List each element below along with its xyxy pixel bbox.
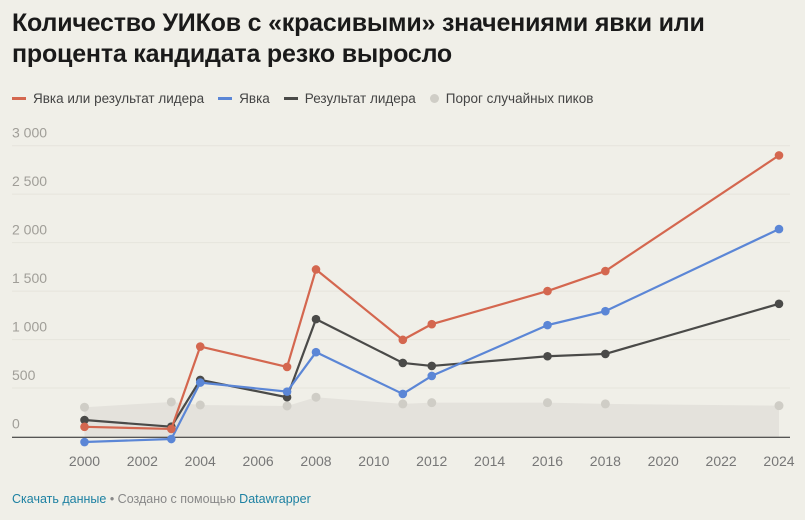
- y-tick-label: 3 000: [12, 125, 47, 141]
- threshold-point: [543, 398, 552, 408]
- threshold-point: [282, 401, 292, 411]
- x-tick-label: 2010: [358, 453, 389, 469]
- legend-swatch: [12, 97, 26, 100]
- legend-swatch: [429, 94, 439, 103]
- x-tick-label: 2024: [763, 453, 794, 469]
- y-tick-label: 2 000: [12, 222, 47, 238]
- x-tick-label: 2008: [300, 453, 331, 469]
- x-tick-label: 2000: [69, 453, 100, 469]
- datawrapper-link[interactable]: Datawrapper: [239, 492, 311, 506]
- data-point: [601, 349, 610, 359]
- threshold-point: [195, 400, 205, 410]
- threshold-point: [427, 398, 437, 408]
- data-point: [167, 434, 176, 444]
- y-tick-label: 1 500: [12, 270, 47, 286]
- x-tick-label: 2014: [474, 453, 505, 469]
- legend-item: Явка: [218, 91, 270, 106]
- data-point: [774, 151, 784, 160]
- y-tick-label: 2 500: [12, 173, 47, 189]
- x-tick-label: 2018: [590, 453, 621, 469]
- data-point: [311, 347, 321, 357]
- x-tick-label: 2022: [706, 453, 737, 469]
- chart-title: Количество УИКов с «красивыми» значениям…: [12, 9, 705, 68]
- legend-label: Явка или результат лидера: [33, 91, 205, 106]
- series-line: [84, 302, 780, 428]
- data-point: [427, 371, 437, 381]
- x-tick-label: 2016: [532, 453, 563, 469]
- data-point: [774, 299, 784, 309]
- x-tick-label: 2012: [416, 453, 447, 469]
- data-point: [311, 314, 321, 324]
- line-chart: 0 500 1 000 1 500 2 000 2 500 3 000 2000 2002 200…: [12, 125, 795, 469]
- threshold-point: [600, 399, 610, 409]
- x-tick-label: 2004: [185, 453, 216, 469]
- legend-label: Результат лидера: [304, 91, 416, 106]
- threshold-point: [80, 402, 89, 412]
- data-point: [774, 224, 784, 234]
- credit-text: • Создано с помощью: [106, 492, 240, 506]
- data-point: [543, 320, 552, 330]
- data-point: [601, 266, 610, 276]
- data-point: [282, 362, 292, 372]
- data-point: [167, 424, 176, 434]
- data-point: [282, 387, 292, 396]
- data-point: [398, 335, 408, 345]
- x-tick-label: 2006: [243, 453, 274, 469]
- data-point: [311, 265, 321, 274]
- series-line: [84, 228, 780, 444]
- legend-swatch: [283, 97, 298, 100]
- data-point: [601, 306, 610, 316]
- data-point: [427, 319, 437, 329]
- legend-item: Явка или результат лидера: [12, 91, 204, 106]
- data-point: [80, 437, 89, 447]
- y-tick-label: 0: [12, 416, 20, 432]
- data-point: [195, 378, 205, 387]
- data-point: [543, 351, 552, 361]
- data-point: [427, 361, 437, 371]
- threshold-point: [398, 399, 408, 409]
- data-point: [195, 342, 205, 351]
- data-point: [80, 415, 89, 425]
- download-data-link[interactable]: Скачать данные: [12, 492, 107, 506]
- legend: Явка или результат лидера Явка Результат л…: [12, 91, 593, 106]
- x-tick-label: 2002: [127, 453, 158, 469]
- threshold-point: [774, 401, 784, 411]
- legend-label: Порог случайных пиков: [445, 91, 594, 106]
- x-tick-label: 2020: [648, 453, 679, 469]
- y-tick-label: 500: [12, 367, 36, 383]
- threshold-point: [311, 392, 321, 402]
- legend-item: Порог случайных пиков: [429, 91, 594, 106]
- footer: Скачать данные • Создано с помощью Dataw…: [12, 492, 311, 506]
- legend-item: Результат лидера: [283, 91, 416, 106]
- data-point: [543, 286, 552, 296]
- data-point: [80, 422, 89, 432]
- legend-swatch: [218, 97, 233, 100]
- threshold-point: [166, 397, 176, 407]
- series-line: [84, 154, 780, 431]
- legend-label: Явка: [239, 91, 270, 106]
- data-point: [398, 358, 408, 368]
- y-tick-label: 1 000: [12, 319, 47, 335]
- data-point: [398, 389, 408, 399]
